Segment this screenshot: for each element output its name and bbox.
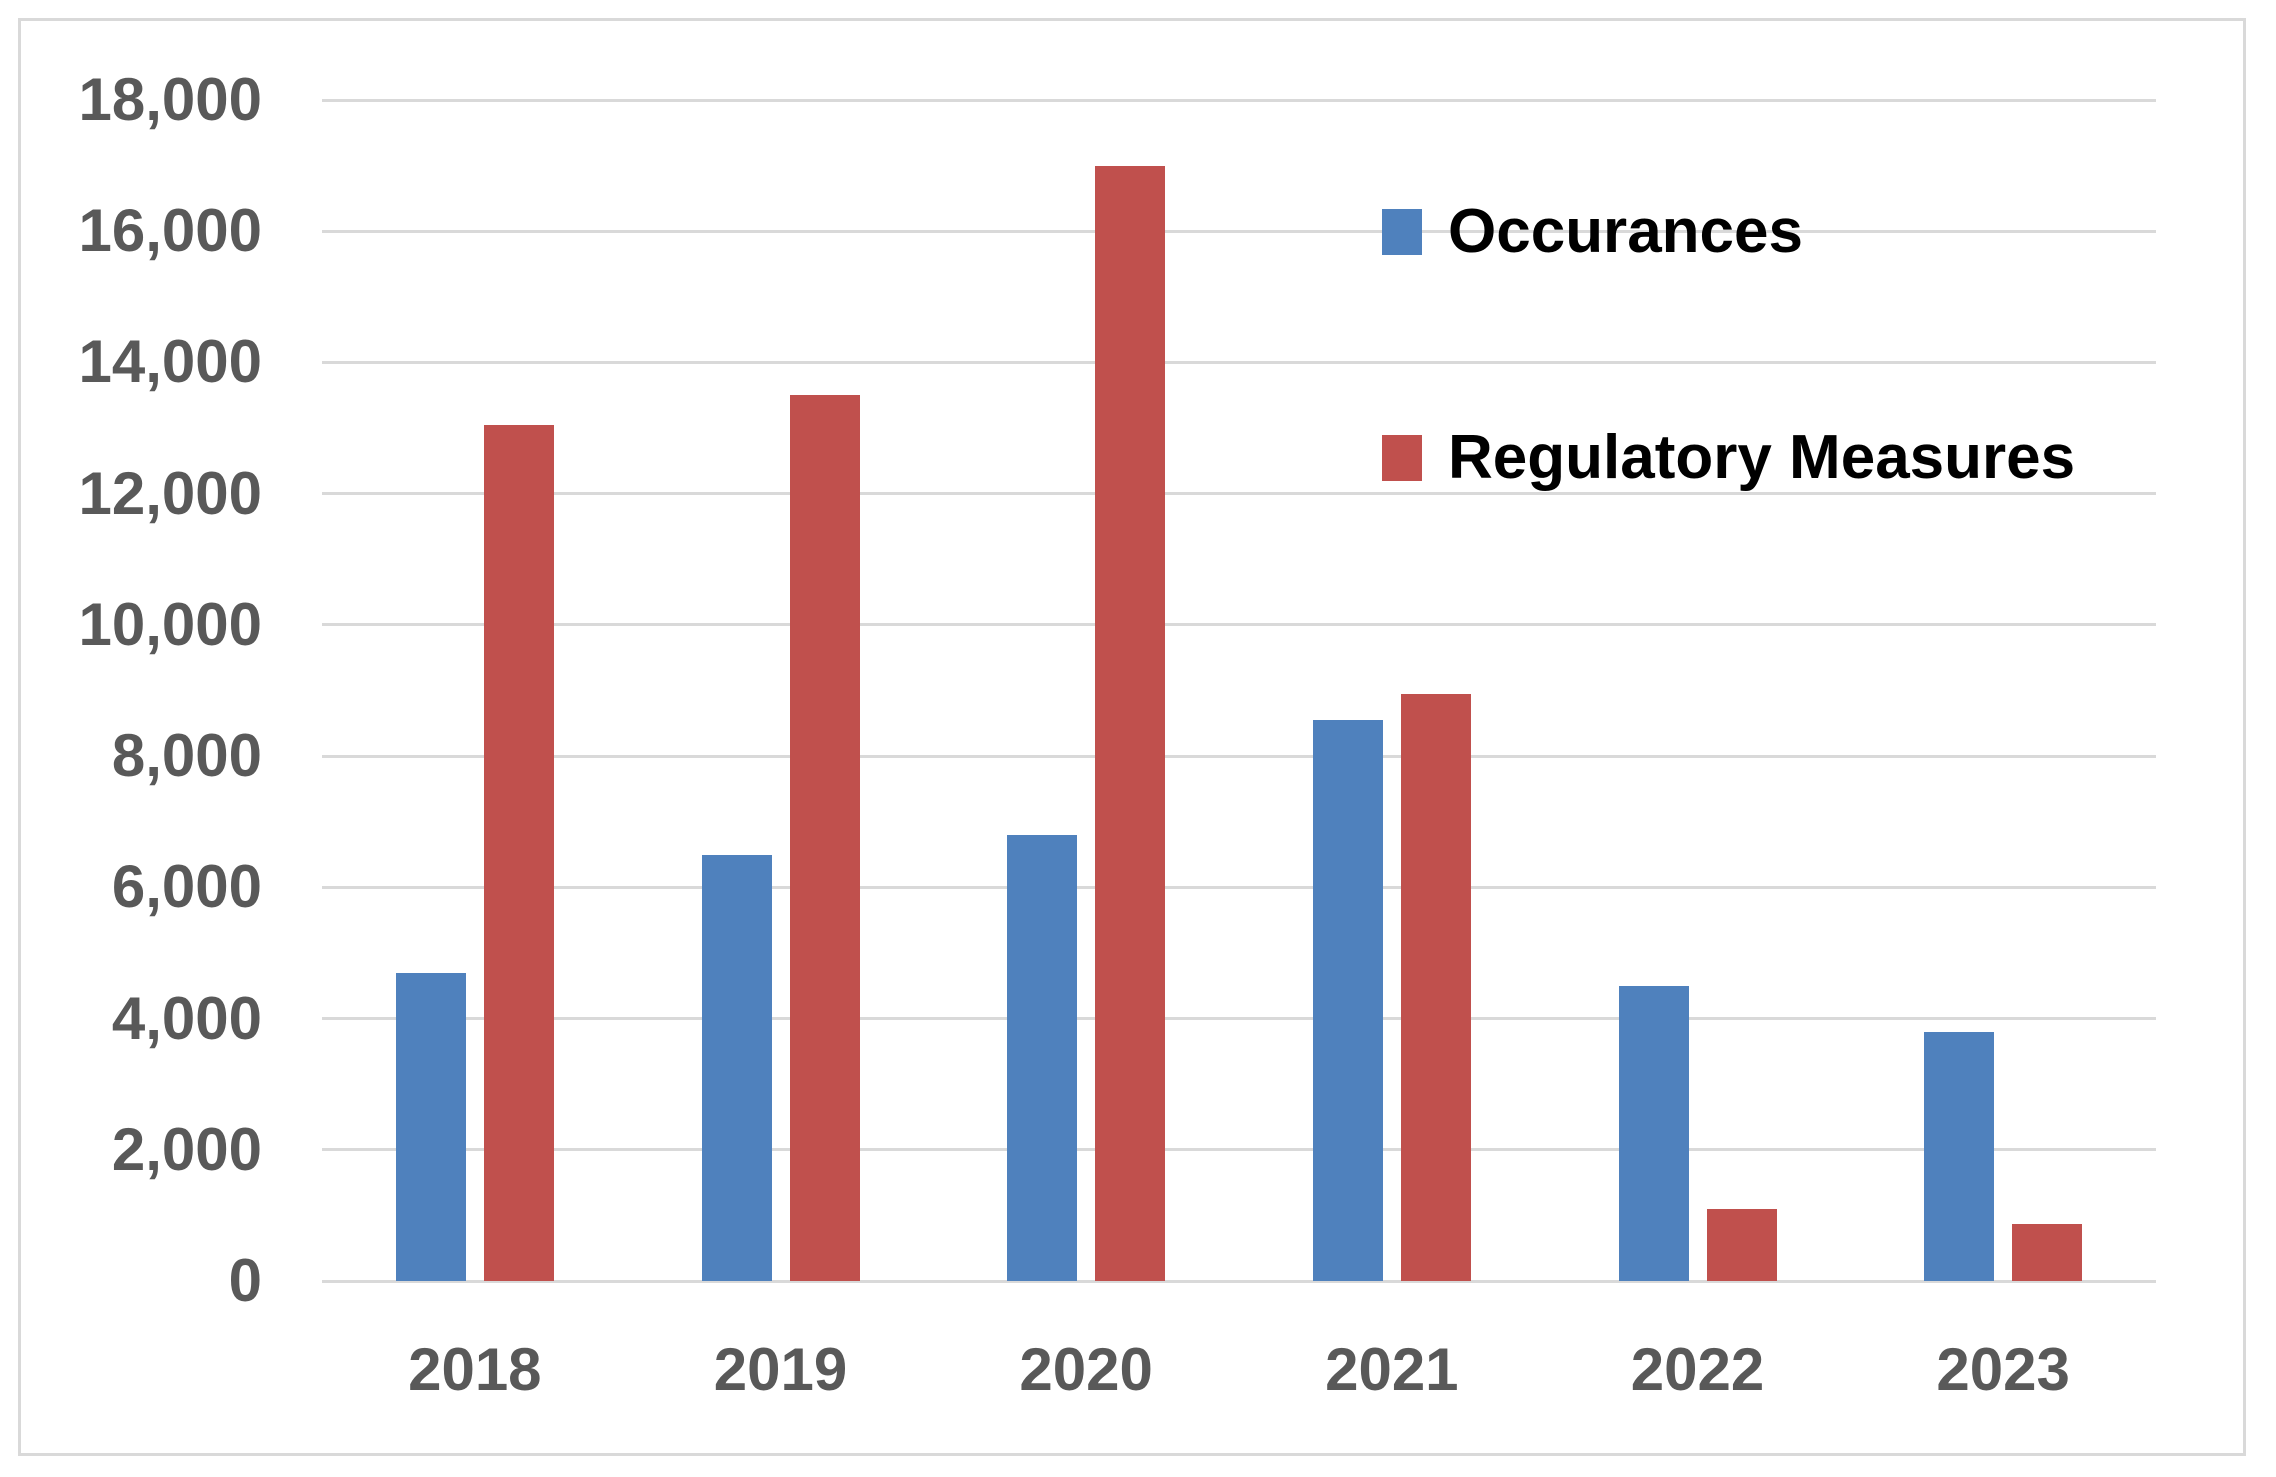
plot-area xyxy=(322,98,2156,1283)
bar-occurances-2021 xyxy=(1312,720,1383,1281)
y-tick-label-0: 0 xyxy=(228,1247,262,1314)
legend-entry-occurances: Occurances xyxy=(1382,200,1803,264)
gridline-16000 xyxy=(322,229,2156,233)
x-tick-label-2023: 2023 xyxy=(1936,1336,2070,1403)
bar-regulatory-measures-2023 xyxy=(2012,1223,2083,1281)
gridline-6000 xyxy=(322,885,2156,889)
legend-swatch-regulatory-measures-icon xyxy=(1382,435,1422,481)
y-tick-label-14000: 14,000 xyxy=(78,328,262,396)
x-tick-label-2022: 2022 xyxy=(1630,1336,1765,1403)
legend-entry-regulatory-measures: Regulatory Measures xyxy=(1382,426,2075,490)
bar-regulatory-measures-2018 xyxy=(483,424,554,1281)
y-tick-label-12000: 12,000 xyxy=(78,459,262,527)
gridline-4000 xyxy=(322,1017,2156,1021)
y-tick-label-4000: 4,000 xyxy=(111,984,262,1052)
y-tick-label-8000: 8,000 xyxy=(111,722,262,790)
y-tick-label-18000: 18,000 xyxy=(78,66,262,133)
gridline-14000 xyxy=(322,360,2156,364)
legend-label-regulatory-measures: Regulatory Measures xyxy=(1448,423,2076,492)
y-tick-label-6000: 6,000 xyxy=(111,853,262,921)
gridline-0 xyxy=(322,1279,2156,1283)
legend-swatch-occurances-icon xyxy=(1382,209,1422,255)
bar-occurances-2022 xyxy=(1618,985,1689,1281)
x-tick-label-2020: 2020 xyxy=(1019,1336,1153,1403)
bar-regulatory-measures-2019 xyxy=(789,395,860,1281)
y-tick-label-16000: 16,000 xyxy=(78,197,262,265)
gridline-18000 xyxy=(322,98,2156,102)
bar-occurances-2018 xyxy=(395,972,466,1281)
bar-regulatory-measures-2022 xyxy=(1706,1208,1777,1281)
bar-occurances-2020 xyxy=(1007,834,1078,1281)
bar-regulatory-measures-2021 xyxy=(1400,693,1471,1281)
y-axis-labels: 0 2,000 4,000 6,000 8,000 10,000 12,000 14,000 1… xyxy=(40,0,262,1477)
gridline-8000 xyxy=(322,754,2156,758)
y-tick-label-2000: 2,000 xyxy=(111,1115,262,1183)
x-tick-label-2018: 2018 xyxy=(408,1336,542,1403)
legend-label-occurances: Occurances xyxy=(1448,197,1803,266)
x-tick-label-2021: 2021 xyxy=(1325,1336,1459,1403)
bar-regulatory-measures-2020 xyxy=(1095,165,1166,1281)
gridline-10000 xyxy=(322,623,2156,627)
bar-occurances-2019 xyxy=(701,854,772,1281)
y-tick-label-10000: 10,000 xyxy=(78,590,262,658)
gridline-2000 xyxy=(322,1148,2156,1152)
gridline-12000 xyxy=(322,492,2156,496)
bar-occurances-2023 xyxy=(1924,1031,1995,1281)
x-tick-label-2019: 2019 xyxy=(713,1336,848,1403)
